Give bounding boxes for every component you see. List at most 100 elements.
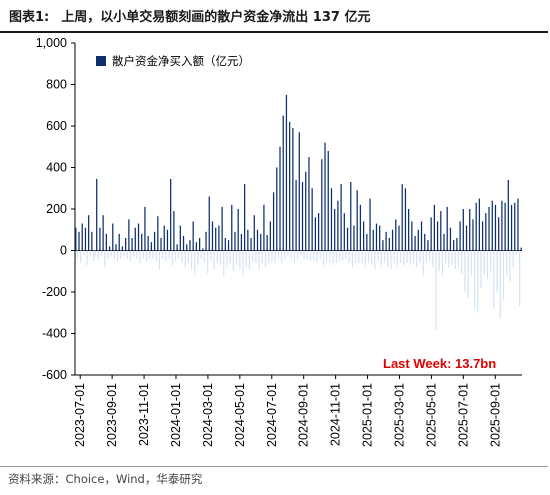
bar bbox=[221, 206, 223, 251]
bar bbox=[234, 231, 236, 251]
bar bbox=[91, 231, 93, 251]
bar bbox=[428, 250, 431, 261]
bar bbox=[229, 250, 231, 263]
bar bbox=[100, 250, 103, 257]
bar bbox=[83, 250, 85, 255]
x-tick-label: 2023-09-01 bbox=[105, 383, 119, 447]
bar bbox=[475, 202, 477, 251]
bar bbox=[110, 250, 112, 257]
bar bbox=[311, 188, 313, 251]
x-tick-label: 2023-07-01 bbox=[73, 383, 87, 447]
bar bbox=[202, 248, 204, 251]
bar bbox=[258, 250, 260, 270]
y-tick-label: 200 bbox=[46, 202, 67, 216]
bar bbox=[510, 204, 513, 251]
bar bbox=[137, 223, 140, 251]
bar bbox=[192, 221, 194, 251]
bar bbox=[250, 238, 252, 251]
last-week-annotation: Last Week: 13.7bn bbox=[383, 356, 496, 371]
y-tick-label: 400 bbox=[46, 161, 67, 175]
bar bbox=[436, 221, 439, 251]
bar bbox=[266, 234, 268, 251]
bar bbox=[123, 250, 125, 257]
bar bbox=[290, 250, 292, 259]
bar bbox=[88, 215, 90, 251]
bar bbox=[195, 242, 198, 251]
bar bbox=[118, 233, 120, 251]
bar bbox=[412, 250, 415, 263]
bar bbox=[398, 225, 400, 251]
bar bbox=[181, 250, 183, 263]
bar bbox=[306, 250, 308, 259]
bar bbox=[81, 223, 83, 251]
bar bbox=[158, 250, 161, 270]
bar bbox=[430, 217, 432, 251]
bar bbox=[200, 250, 202, 259]
legend-label: 散户资金净买入额（亿元） bbox=[112, 54, 250, 68]
bar bbox=[454, 250, 456, 270]
data-source: 资料来源：Choice，Wind，华泰研究 bbox=[8, 472, 203, 486]
bar bbox=[346, 227, 349, 251]
bar bbox=[226, 250, 228, 268]
bar bbox=[75, 227, 77, 251]
bar bbox=[348, 250, 350, 263]
y-tick-label: -400 bbox=[42, 327, 67, 341]
bar bbox=[285, 94, 288, 251]
bar bbox=[356, 190, 358, 251]
bar bbox=[89, 250, 91, 257]
bar bbox=[488, 206, 490, 251]
bar bbox=[182, 235, 185, 251]
bar bbox=[379, 225, 381, 251]
bar bbox=[86, 250, 88, 266]
bar bbox=[211, 221, 214, 251]
bar bbox=[377, 250, 379, 261]
bar bbox=[239, 250, 241, 270]
bar bbox=[362, 221, 365, 251]
bar bbox=[453, 240, 455, 251]
bar bbox=[517, 198, 519, 251]
bar bbox=[316, 250, 318, 263]
bar bbox=[393, 250, 395, 263]
bar bbox=[300, 250, 302, 257]
bar bbox=[131, 238, 133, 251]
bar bbox=[227, 240, 230, 251]
bar bbox=[108, 246, 111, 251]
bar bbox=[411, 221, 413, 251]
bar bbox=[162, 250, 164, 259]
footer-divider bbox=[0, 466, 548, 467]
bar bbox=[301, 182, 304, 251]
bar bbox=[477, 250, 479, 313]
bar bbox=[160, 238, 162, 251]
bar bbox=[166, 229, 169, 251]
bar bbox=[504, 202, 506, 251]
bar bbox=[457, 250, 460, 268]
bar bbox=[120, 250, 122, 259]
x-tick-label: 2024-01-01 bbox=[169, 383, 183, 447]
bar bbox=[350, 182, 352, 251]
bar bbox=[448, 250, 450, 268]
bar bbox=[115, 244, 117, 251]
x-tick-label: 2025-03-01 bbox=[392, 383, 406, 447]
bar bbox=[345, 250, 347, 259]
bar bbox=[485, 213, 487, 251]
bar bbox=[409, 250, 411, 266]
bar bbox=[473, 250, 476, 309]
bar bbox=[263, 204, 265, 251]
bar bbox=[403, 250, 405, 266]
bar bbox=[465, 225, 468, 251]
bar bbox=[150, 242, 152, 251]
chart-title: 图表1: 上周，以小单交易额刻画的散户资金净流出 137 亿元 bbox=[0, 0, 550, 30]
bar bbox=[189, 240, 191, 251]
bar bbox=[223, 250, 225, 276]
bar bbox=[332, 250, 334, 266]
bar bbox=[353, 225, 355, 251]
bar-chart: -600 -400 -200 0 200 400 600 800 1,000 2023-07-0… bbox=[36, 36, 522, 447]
x-tick-label: 2025-05-01 bbox=[424, 383, 438, 447]
bar bbox=[388, 238, 390, 251]
bar bbox=[467, 250, 469, 299]
bar bbox=[174, 250, 177, 261]
bar bbox=[501, 200, 503, 251]
bar bbox=[133, 250, 135, 257]
bar bbox=[469, 209, 471, 251]
bar bbox=[414, 235, 416, 251]
